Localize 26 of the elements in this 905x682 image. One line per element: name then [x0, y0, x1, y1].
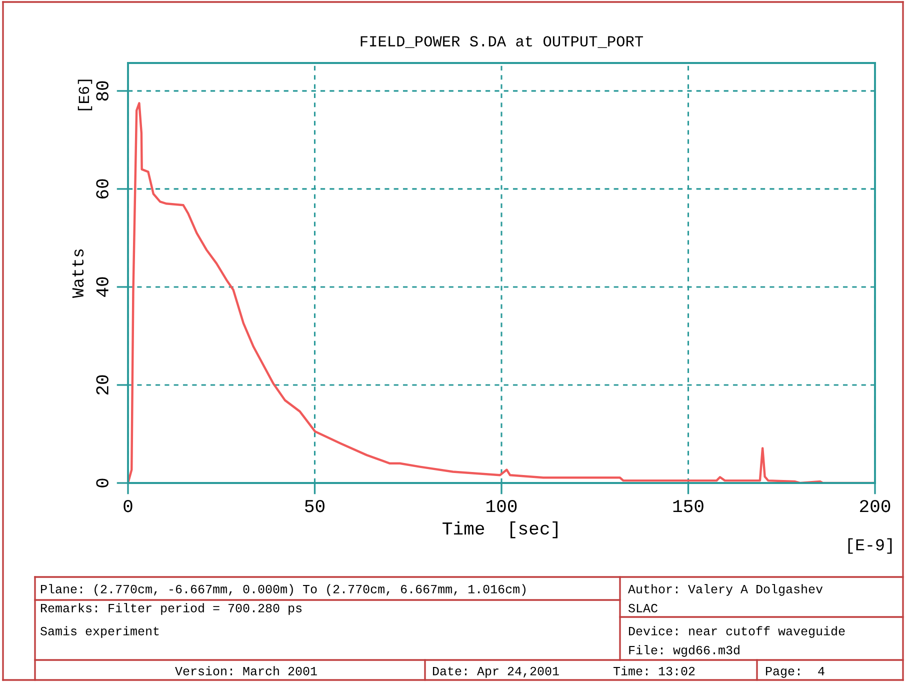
text: Author: Valery A Dolgashev	[628, 584, 823, 596]
y-tick-label: 20	[96, 375, 108, 395]
x-axis-title: Time [sec]	[442, 521, 558, 538]
x-tick-label: 100	[486, 500, 517, 512]
text: Device: near cutoff waveguide	[628, 626, 845, 638]
chart-title: FIELD_POWER S.DA at OUTPUT_PORT	[360, 36, 644, 48]
text: File: wgd66.m3d	[629, 645, 740, 657]
text: [E-9]	[848, 538, 892, 554]
text: Remarks: Filter period = 700.280 ps	[40, 603, 302, 615]
text: Plane: (2.770cm, -6.667mm, 0.000m) To (2.770cm, 6.667mm, 1.016cm)	[40, 584, 526, 596]
x-tick-label: 200	[860, 500, 890, 512]
y-axis-title: Watts	[72, 249, 84, 298]
x-tick-label: 150	[673, 500, 704, 512]
y-tick-label: 0	[96, 478, 108, 488]
text: Samis experiment	[40, 626, 159, 638]
x-tick-label: 0	[124, 500, 132, 512]
text: Time: 13:02	[613, 666, 695, 676]
y-tick-label: 40	[96, 277, 108, 297]
text: [E6]	[78, 80, 92, 110]
x-tick-label: 50	[305, 500, 324, 512]
text: SLAC	[628, 604, 658, 612]
text: Page: 4	[766, 667, 824, 678]
text: Version: March 2001	[175, 666, 317, 676]
y-tick-label: 60	[96, 179, 108, 198]
y-tick-label: 80	[96, 81, 108, 101]
text: Date: Apr 24,2001	[432, 666, 559, 678]
